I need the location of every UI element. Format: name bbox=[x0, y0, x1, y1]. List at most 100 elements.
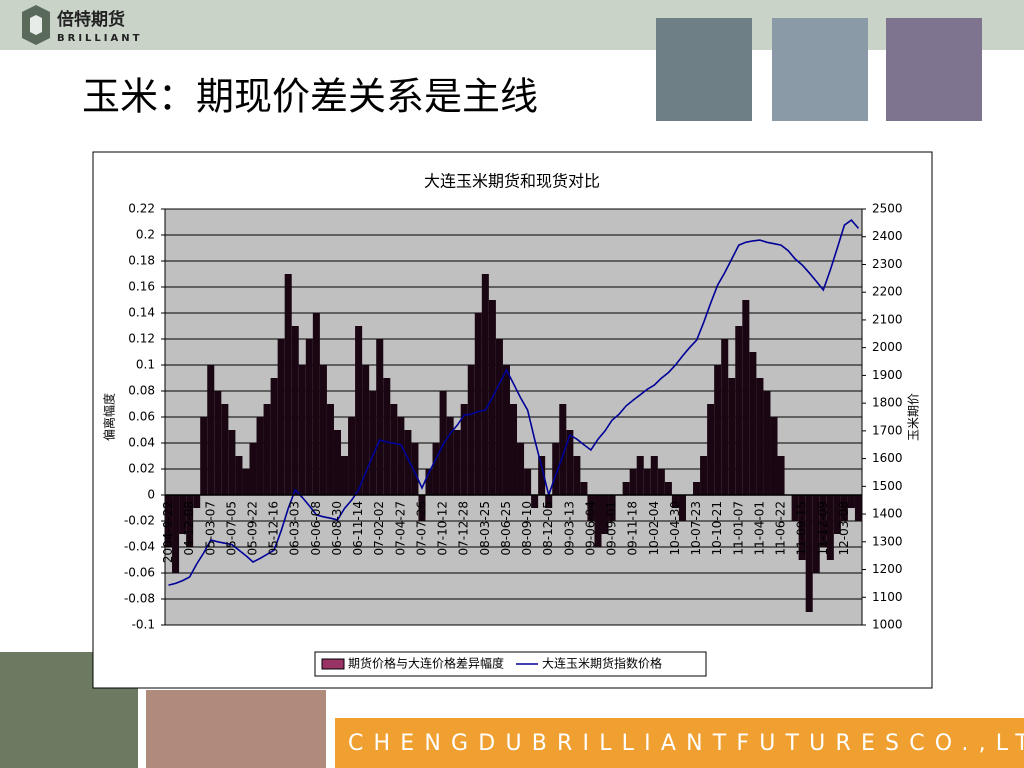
bar bbox=[474, 313, 482, 495]
bar bbox=[319, 365, 327, 495]
bar bbox=[594, 495, 602, 547]
x-tick-label: 05-07-05 bbox=[224, 501, 238, 555]
bar bbox=[263, 404, 271, 495]
y-tick-label: 0.18 bbox=[128, 254, 155, 268]
bar bbox=[573, 456, 581, 495]
bar bbox=[601, 495, 609, 534]
header-band bbox=[0, 0, 1024, 50]
y2-tick-label: 2500 bbox=[872, 202, 903, 216]
y2-tick-label: 1100 bbox=[872, 590, 903, 604]
bar bbox=[629, 469, 637, 495]
bar bbox=[291, 326, 299, 495]
x-tick-label: 07-12-28 bbox=[457, 501, 471, 555]
logo-mark-inner bbox=[30, 15, 42, 35]
bar bbox=[312, 313, 320, 495]
bar bbox=[847, 495, 855, 508]
bar bbox=[348, 417, 356, 495]
x-tick-label: 06-08-30 bbox=[330, 501, 344, 555]
y-tick-label: 0.02 bbox=[128, 462, 155, 476]
bar bbox=[840, 495, 848, 521]
bar bbox=[242, 469, 250, 495]
x-tick-label: 07-04-27 bbox=[393, 501, 407, 555]
legend-swatch bbox=[321, 658, 345, 670]
y2-tick-label: 2300 bbox=[872, 257, 903, 271]
bar bbox=[228, 430, 236, 495]
x-tick-label: 12-03-08 bbox=[837, 501, 851, 555]
y2-tick-label: 1000 bbox=[872, 618, 903, 632]
bar bbox=[763, 391, 771, 495]
bar bbox=[439, 391, 447, 495]
bar bbox=[517, 443, 525, 495]
bar bbox=[172, 495, 180, 573]
bar bbox=[453, 430, 461, 495]
slide-title: 玉米：期现价差关系是主线 bbox=[82, 75, 538, 119]
chart-title: 大连玉米期货和现货对比 bbox=[424, 172, 600, 191]
x-tick-label: 04-12-08 bbox=[182, 501, 196, 555]
bar bbox=[277, 339, 285, 495]
bar bbox=[643, 469, 651, 495]
y-tick-label: -0.02 bbox=[124, 514, 155, 528]
bar bbox=[671, 495, 679, 508]
bar bbox=[502, 365, 510, 495]
x-tick-label: 09-03-13 bbox=[562, 501, 576, 555]
bar bbox=[678, 495, 686, 521]
bar bbox=[221, 404, 229, 495]
bar bbox=[298, 365, 306, 495]
bar bbox=[707, 404, 715, 495]
bar bbox=[425, 469, 433, 495]
bar bbox=[566, 430, 574, 495]
x-tick-label: 08-03-25 bbox=[478, 501, 492, 555]
x-tick-label: 11-01-07 bbox=[731, 501, 745, 555]
bar bbox=[383, 378, 391, 495]
bar bbox=[742, 300, 750, 495]
bar bbox=[432, 443, 440, 495]
bar bbox=[509, 404, 518, 495]
x-tick-label: 06-11-14 bbox=[351, 501, 365, 555]
x-tick-label: 10-07-23 bbox=[689, 501, 703, 555]
bar bbox=[721, 339, 729, 495]
bar bbox=[193, 495, 201, 508]
bar bbox=[700, 456, 708, 495]
bar bbox=[749, 352, 757, 495]
bar bbox=[341, 456, 349, 495]
y-tick-label: -0.04 bbox=[124, 540, 155, 554]
bar bbox=[728, 378, 736, 495]
bar bbox=[369, 391, 377, 495]
x-tick-label: 08-06-25 bbox=[499, 501, 513, 555]
bar bbox=[446, 417, 454, 495]
y-tick-label: 0.16 bbox=[128, 280, 155, 294]
bar bbox=[235, 456, 243, 495]
y-tick-label: 0.04 bbox=[128, 436, 155, 450]
y-tick-label: -0.06 bbox=[124, 566, 155, 580]
bar bbox=[418, 495, 426, 521]
bar bbox=[256, 417, 264, 495]
y2-tick-label: 1200 bbox=[872, 562, 903, 576]
x-tick-label: 09-11-18 bbox=[626, 501, 640, 555]
logo-en: BRILLIANT bbox=[57, 33, 142, 44]
x-tick-label: 11-12-09 bbox=[816, 501, 830, 555]
bar bbox=[791, 495, 799, 521]
bar bbox=[552, 443, 560, 495]
y-tick-label: 0.12 bbox=[128, 332, 155, 346]
y-tick-label: 0.08 bbox=[128, 384, 155, 398]
bar bbox=[812, 495, 820, 573]
x-tick-label: 09-06-04 bbox=[583, 501, 597, 555]
bar bbox=[186, 495, 194, 547]
bar bbox=[362, 365, 370, 495]
bar bbox=[798, 495, 806, 560]
bar bbox=[636, 456, 644, 495]
y-axis-label: 偏离幅度 bbox=[102, 393, 117, 441]
bar bbox=[524, 469, 532, 495]
bar bbox=[305, 339, 313, 495]
bar bbox=[657, 469, 665, 495]
bar bbox=[481, 274, 489, 495]
bar bbox=[622, 482, 630, 495]
bar bbox=[404, 430, 412, 495]
photo bbox=[656, 18, 752, 121]
y-tick-label: 0.2 bbox=[136, 228, 155, 242]
bar bbox=[495, 339, 503, 495]
bar bbox=[200, 417, 208, 495]
bar bbox=[538, 456, 546, 495]
bar bbox=[545, 495, 553, 508]
x-tick-label: 07-07-26 bbox=[414, 501, 428, 555]
